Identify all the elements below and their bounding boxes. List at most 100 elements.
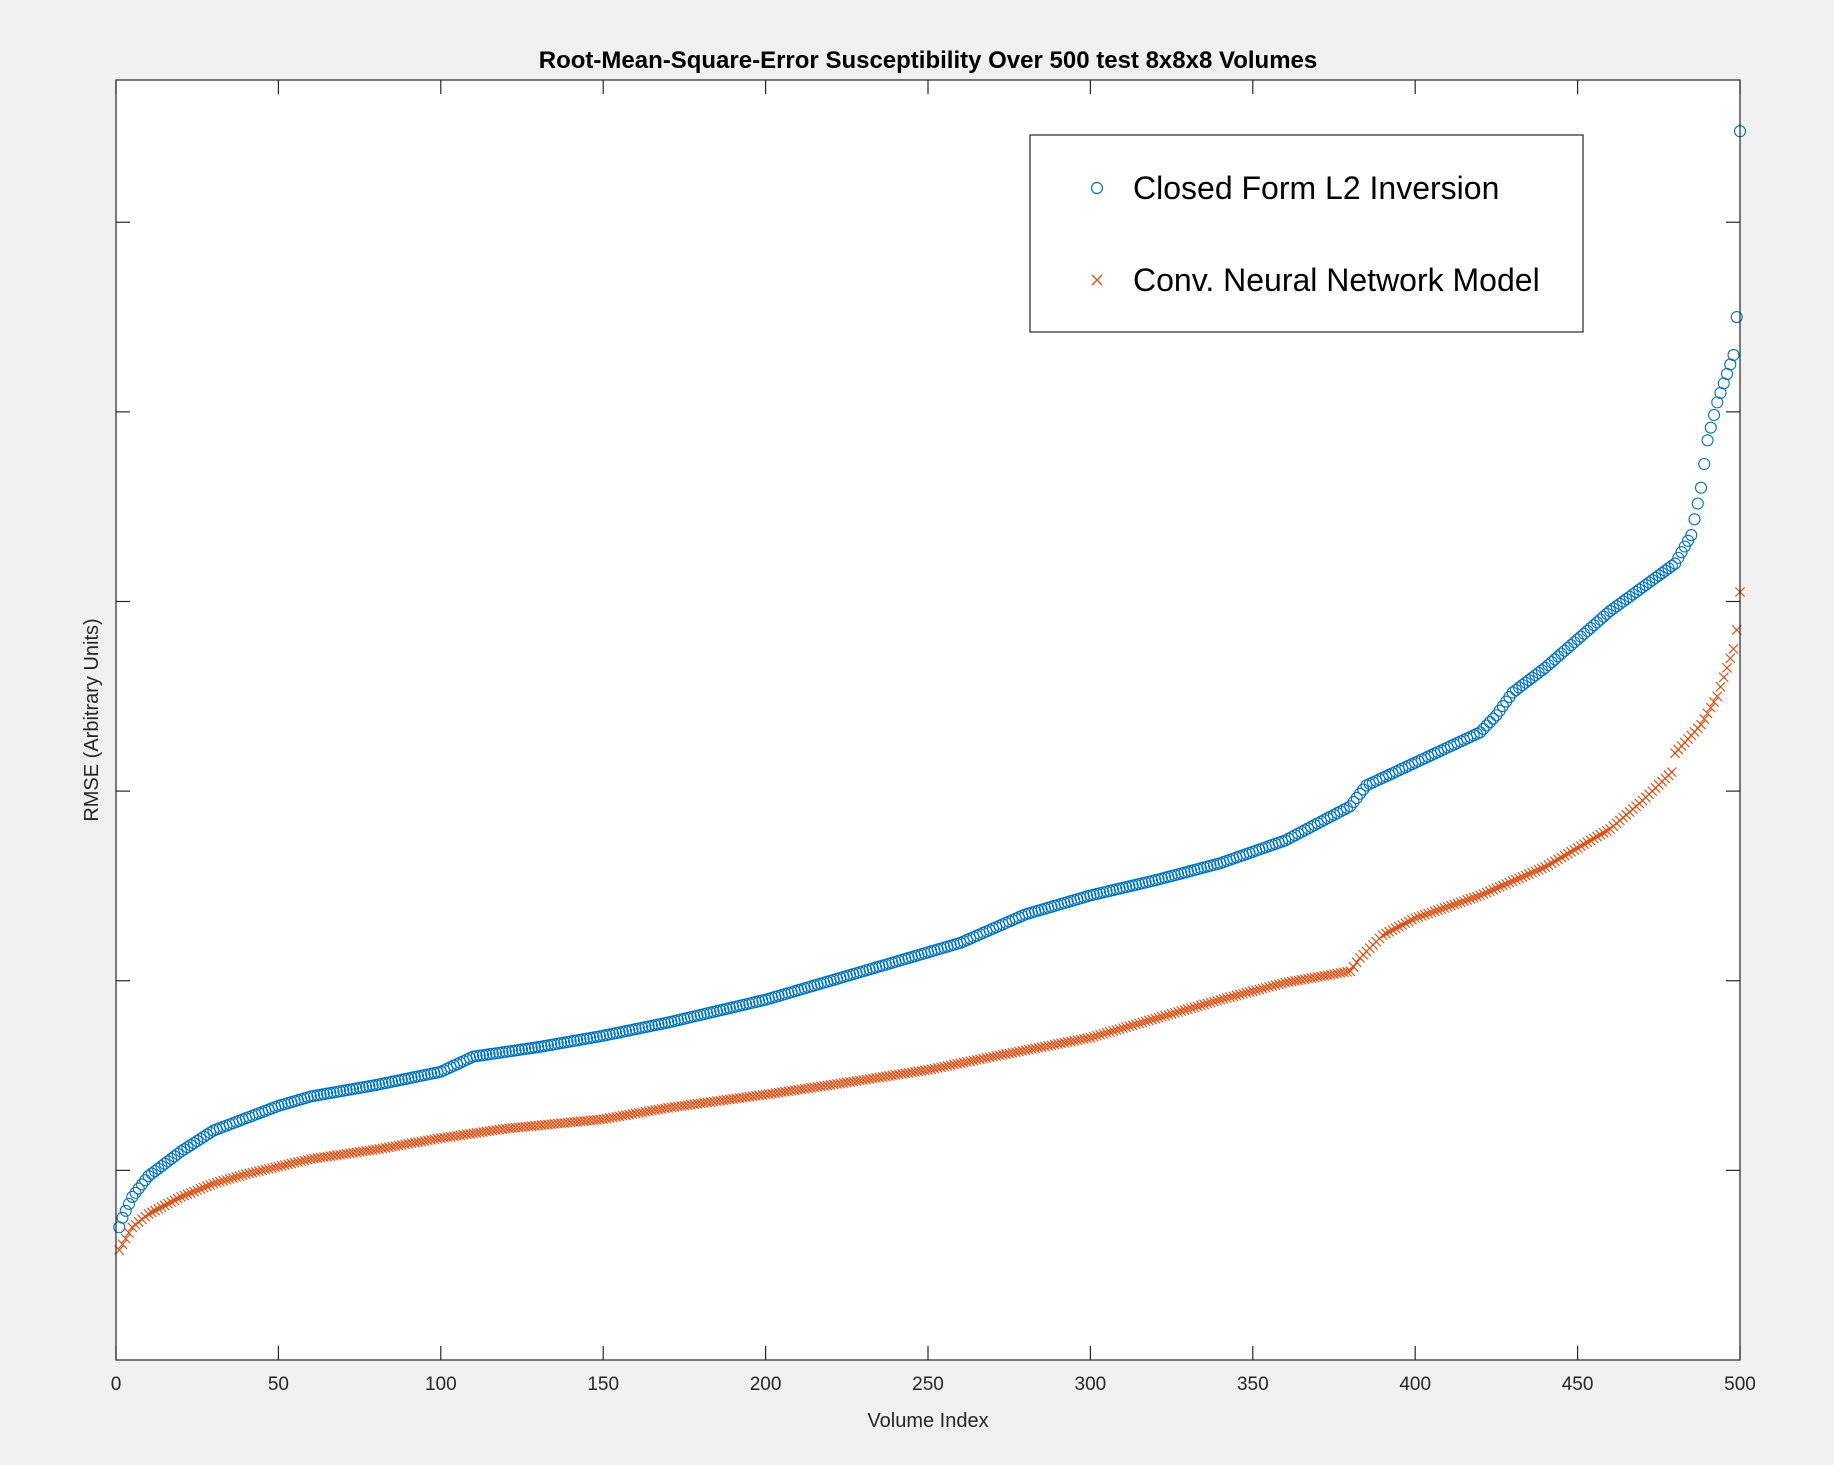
legend-box: [1029, 134, 1584, 333]
data-point: [1665, 559, 1678, 572]
data-point: [1010, 1047, 1021, 1058]
data-point: [153, 1203, 164, 1214]
data-point: [122, 1197, 136, 1210]
data-point: [965, 1056, 976, 1067]
data-point: [1345, 966, 1356, 977]
data-point: [1646, 574, 1659, 587]
data-point: [1626, 588, 1639, 601]
data-point: [1510, 874, 1521, 885]
data-point: [1270, 980, 1281, 991]
data-point: [1494, 881, 1505, 892]
data-point: [1623, 590, 1636, 603]
data-point: [1134, 1018, 1145, 1029]
data-point: [1212, 995, 1223, 1006]
data-point: [1633, 583, 1646, 596]
data-point: [1195, 1000, 1206, 1011]
data-point: [1007, 1047, 1018, 1058]
data-point: [1173, 1007, 1184, 1018]
data-point: [1065, 1036, 1076, 1047]
data-point: [1406, 914, 1417, 925]
data-point: [1527, 867, 1538, 878]
data-point: [211, 1177, 222, 1188]
data-point: [120, 1233, 131, 1244]
data-point: [1347, 796, 1360, 809]
data-point: [195, 1183, 206, 1194]
data-point: [1140, 1016, 1151, 1027]
data-point: [1694, 481, 1708, 494]
data-point: [1666, 767, 1677, 778]
data-point: [1712, 691, 1723, 702]
data-point: [1607, 602, 1620, 615]
data-point: [1251, 985, 1262, 996]
data-point: [1702, 708, 1713, 719]
data-point: [1192, 1001, 1203, 1012]
data-point: [221, 1174, 232, 1185]
series-closed-form-l2-inversion: [113, 125, 1747, 1234]
data-point: [250, 1166, 261, 1177]
data-point: [1400, 918, 1411, 929]
x-tick-label: 500: [1724, 1374, 1756, 1395]
data-point: [939, 1061, 950, 1072]
data-point: [224, 1173, 235, 1184]
data-point: [174, 1145, 188, 1158]
data-point: [302, 1154, 313, 1165]
data-point: [1652, 569, 1665, 582]
data-point: [181, 1141, 194, 1154]
data-point: [1598, 827, 1609, 838]
data-point: [948, 1059, 960, 1070]
data-point: [1497, 880, 1508, 891]
data-point: [1260, 982, 1271, 993]
series-conv-neural-network-model: [114, 586, 1746, 1256]
data-point: [978, 1053, 989, 1064]
data-point: [237, 1170, 248, 1181]
data-point: [214, 1176, 225, 1187]
data-point: [260, 1164, 271, 1175]
data-point: [1588, 833, 1599, 844]
legend-marker-cnn: [1091, 274, 1103, 286]
data-point: [1480, 719, 1493, 732]
data-point: [1530, 866, 1541, 877]
data-point: [984, 1052, 995, 1063]
data-point: [1517, 871, 1528, 882]
data-point: [289, 1157, 300, 1168]
data-point: [1462, 894, 1473, 905]
data-point: [1536, 863, 1547, 874]
data-point: [1205, 997, 1216, 1008]
data-point: [1244, 986, 1255, 998]
x-axis-label: Volume Index: [867, 1410, 988, 1432]
data-point: [1241, 987, 1252, 998]
data-point: [191, 1134, 204, 1148]
data-point: [1143, 1015, 1154, 1026]
data-point: [1643, 576, 1656, 589]
data-point: [935, 1062, 947, 1073]
data-point: [1685, 529, 1698, 542]
data-point: [1166, 1008, 1177, 1019]
legend-label-closed-form: Closed Form L2 Inversion: [1133, 170, 1499, 206]
data-point: [1108, 1025, 1119, 1037]
data-point: [1114, 1024, 1125, 1035]
data-point: [1225, 992, 1236, 1003]
data-point: [1610, 600, 1623, 613]
data-point: [1234, 989, 1245, 1000]
data-point: [1543, 860, 1554, 871]
data-point: [1636, 581, 1649, 594]
data-point: [1208, 996, 1219, 1007]
data-point: [240, 1169, 251, 1180]
data-point: [1432, 905, 1443, 916]
data-point: [159, 1200, 170, 1211]
data-point: [1380, 928, 1391, 939]
data-point: [1595, 829, 1606, 840]
data-point: [179, 1190, 190, 1201]
data-point: [1725, 653, 1736, 664]
data-point: [146, 1207, 157, 1218]
data-point: [200, 1128, 213, 1141]
x-tick-label: 50: [268, 1374, 289, 1395]
data-point: [178, 1143, 191, 1156]
data-point: [1088, 1031, 1099, 1042]
data-point: [1728, 643, 1739, 654]
data-point: [117, 1239, 128, 1250]
data-point: [1413, 912, 1424, 923]
data-point: [201, 1181, 212, 1192]
data-point: [945, 1060, 956, 1071]
